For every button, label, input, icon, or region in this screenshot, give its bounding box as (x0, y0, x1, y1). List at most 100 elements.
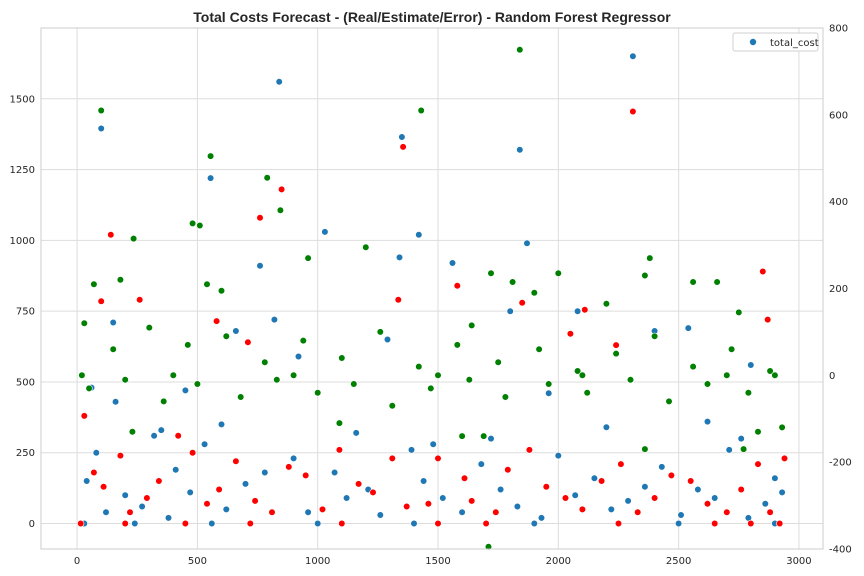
real-point (321, 228, 329, 236)
real-point (590, 474, 599, 482)
estimate-point (403, 502, 411, 511)
real-point (232, 327, 240, 335)
estimate-point (759, 267, 767, 276)
estimate-point (97, 297, 105, 305)
error-point (85, 384, 93, 393)
y-axis-left-ticks: 0 250 500 750 1000 1250 1500 (10, 94, 35, 530)
x-axis-ticks: 0 500 1000 1500 2000 2500 3000 (74, 556, 812, 567)
error-point (304, 254, 312, 262)
error-point (434, 371, 442, 379)
real-point (121, 491, 129, 499)
error-point (203, 280, 211, 288)
estimate-point (80, 412, 88, 420)
error-point (735, 308, 743, 317)
estimate-point (181, 519, 189, 528)
estimate-point (203, 500, 211, 508)
estimate-point (766, 508, 774, 516)
error-point (335, 419, 344, 427)
error-point (388, 402, 396, 410)
real-point (275, 78, 283, 86)
real-point (641, 483, 649, 491)
estimate-point (764, 316, 772, 324)
estimate-point (394, 296, 402, 304)
error-point (109, 345, 117, 353)
error-point (554, 269, 562, 277)
estimate-point (612, 341, 620, 349)
y-right-tick-label: -200 (829, 458, 852, 469)
real-point (157, 426, 165, 434)
error-point (583, 389, 591, 397)
real-point (314, 519, 322, 528)
error-point (545, 380, 553, 388)
estimate-point (174, 432, 182, 440)
error-point (578, 371, 587, 379)
estimate-point (614, 519, 623, 528)
estimate-point (703, 500, 712, 508)
estimate-point (754, 460, 762, 468)
real-point (778, 488, 786, 497)
legend: total_cost (732, 32, 819, 52)
real-point (725, 446, 733, 454)
estimate-point (737, 485, 745, 494)
grid-lines (41, 28, 823, 549)
error-point (184, 341, 192, 349)
real-point (222, 505, 230, 514)
real-point (684, 324, 692, 332)
real-point (376, 511, 384, 519)
estimate-point (776, 519, 784, 528)
error-point (766, 367, 774, 375)
error-point (480, 432, 488, 440)
error-point (468, 321, 476, 330)
real-point (658, 463, 666, 471)
estimate-point (542, 483, 550, 491)
real-point (737, 435, 745, 443)
real-point (674, 519, 683, 528)
real-point (771, 474, 779, 482)
estimate-point (256, 214, 264, 222)
error-point (739, 445, 748, 453)
estimate-point (711, 519, 719, 528)
estimate-point (634, 508, 642, 516)
error-point (207, 152, 215, 160)
real-point (513, 502, 522, 511)
estimate-point (581, 306, 589, 314)
y-right-tick-label: 200 (829, 284, 848, 295)
error-point (338, 354, 346, 362)
estimate-point (121, 519, 129, 528)
real-point (395, 253, 404, 261)
real-point (607, 505, 615, 514)
error-point (350, 380, 358, 388)
error-point (160, 397, 168, 406)
real-point (261, 468, 269, 477)
estimate-point (155, 477, 163, 485)
error-point (290, 371, 298, 379)
real-point (256, 262, 264, 270)
error-point (196, 221, 204, 230)
y-left-tick-label: 0 (29, 519, 35, 530)
real-point (164, 514, 173, 522)
error-point (121, 376, 129, 384)
estimate-point (504, 466, 512, 474)
estimate-point (136, 296, 144, 304)
y-right-tick-label: 600 (829, 110, 848, 121)
real-point (554, 452, 562, 460)
real-point (711, 494, 719, 502)
error-point (713, 278, 721, 286)
y-left-tick-label: 500 (16, 377, 35, 388)
real-point (747, 361, 755, 369)
estimate-point (99, 483, 108, 491)
real-point (487, 435, 495, 443)
y-left-tick-label: 1250 (10, 165, 35, 176)
real-point (383, 335, 392, 344)
real-point (343, 494, 351, 502)
error-point (626, 376, 635, 384)
estimate-point (424, 500, 433, 508)
x-tick-label: 0 (74, 556, 80, 567)
real-point (448, 259, 457, 267)
real-point (172, 466, 180, 474)
y-axis-right-ticks: -400 -200 0 200 400 600 800 (829, 24, 852, 556)
error-point (97, 106, 105, 115)
y-left-tick-label: 1000 (10, 236, 35, 247)
estimate-point (597, 477, 606, 485)
estimate-point (278, 185, 286, 193)
